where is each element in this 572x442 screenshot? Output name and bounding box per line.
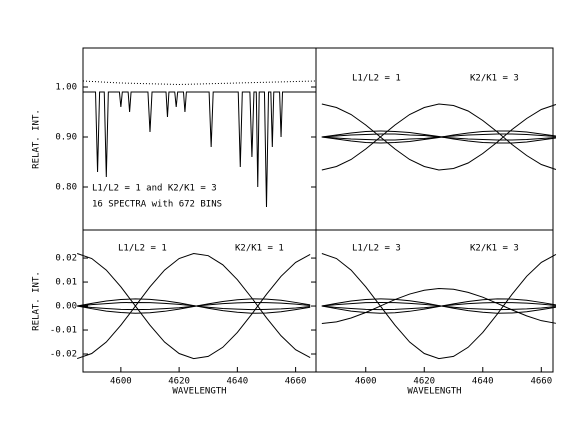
data-line bbox=[83, 91, 316, 208]
x-axis-label: WAVELENGTH bbox=[407, 387, 461, 397]
x-tick-label: 4620 bbox=[413, 377, 435, 387]
y-tick-label: 0.90 bbox=[55, 133, 77, 143]
y-tick-label: -0.01 bbox=[50, 326, 77, 336]
annotation: 16 SPECTRA with 672 BINS bbox=[92, 200, 222, 210]
x-tick-label: 4660 bbox=[285, 377, 307, 387]
data-line bbox=[321, 301, 556, 311]
panel-frame bbox=[315, 229, 554, 373]
annotation: K2/K1 = 3 bbox=[470, 244, 519, 254]
annotation: L1/L2 = 1 and K2/K1 = 3 bbox=[92, 184, 217, 194]
data-line bbox=[321, 103, 557, 171]
annotation: L1/L2 = 1 bbox=[118, 244, 167, 254]
data-line bbox=[77, 253, 311, 360]
data-line bbox=[77, 301, 311, 311]
data-line bbox=[321, 133, 556, 141]
annotation: L1/L2 = 1 bbox=[352, 74, 401, 84]
y-tick-label: -0.02 bbox=[50, 350, 77, 360]
annotation: K2/K1 = 3 bbox=[470, 74, 519, 84]
annotation: L1/L2 = 3 bbox=[352, 244, 401, 254]
data-line bbox=[77, 252, 311, 360]
x-tick-label: 4600 bbox=[355, 377, 377, 387]
data-line bbox=[82, 80, 317, 86]
y-tick-label: 1.00 bbox=[55, 83, 77, 93]
data-line bbox=[321, 253, 557, 360]
y-axis-label: RELAT. INT. bbox=[32, 271, 42, 331]
data-line bbox=[321, 288, 557, 325]
x-axis-label: WAVELENGTH bbox=[172, 387, 226, 397]
annotation: K2/K1 = 1 bbox=[235, 244, 284, 254]
x-tick-label: 4640 bbox=[227, 377, 249, 387]
y-tick-label: 0.00 bbox=[55, 302, 77, 312]
x-tick-label: 4660 bbox=[530, 377, 552, 387]
data-line bbox=[321, 103, 557, 171]
x-tick-label: 4640 bbox=[472, 377, 494, 387]
y-axis-label: RELAT. INT. bbox=[32, 109, 42, 169]
y-tick-label: 0.80 bbox=[55, 183, 77, 193]
x-tick-label: 4620 bbox=[168, 377, 190, 387]
y-tick-label: 0.02 bbox=[55, 254, 77, 264]
x-tick-label: 4600 bbox=[110, 377, 132, 387]
y-tick-label: 0.01 bbox=[55, 278, 77, 288]
